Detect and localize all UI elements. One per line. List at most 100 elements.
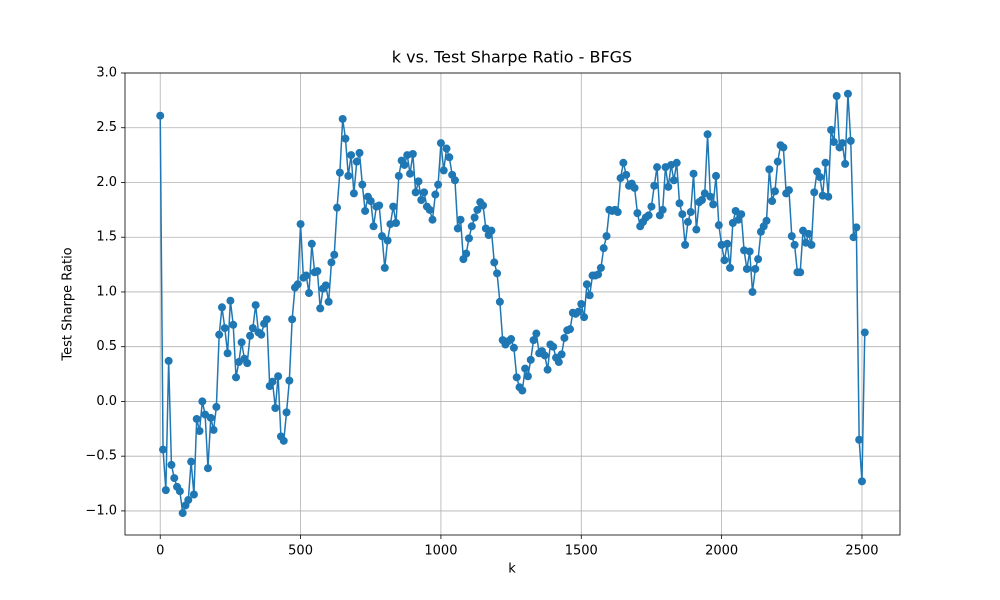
y-tick-label: 1.5 [96, 230, 117, 245]
data-point [532, 329, 541, 338]
data-point [647, 202, 656, 211]
data-point [456, 215, 465, 224]
data-point [824, 192, 833, 201]
data-point [383, 236, 392, 245]
data-point [406, 169, 415, 178]
data-point [644, 211, 653, 220]
data-point [633, 209, 642, 218]
data-point [333, 203, 342, 212]
data-point [288, 315, 297, 324]
data-point [594, 270, 603, 279]
data-point [302, 271, 311, 280]
data-point [745, 247, 754, 256]
data-point [282, 408, 291, 417]
data-point [714, 221, 723, 230]
data-point [754, 255, 763, 264]
data-point [768, 197, 777, 206]
data-point [355, 148, 364, 157]
data-point [392, 218, 401, 227]
data-point [369, 222, 378, 231]
data-point [748, 287, 757, 296]
data-point [683, 217, 692, 226]
data-point [453, 224, 462, 233]
data-point [697, 195, 706, 204]
data-point [341, 134, 350, 143]
data-point [650, 181, 659, 190]
data-point [585, 291, 594, 300]
data-point [285, 376, 294, 385]
y-tick-label: 3.0 [96, 66, 117, 81]
data-point [187, 457, 196, 466]
data-point [737, 210, 746, 219]
data-point [773, 157, 782, 166]
data-point [706, 192, 715, 201]
data-point [857, 477, 866, 486]
data-point [389, 202, 398, 211]
y-tick-label: 1.0 [96, 284, 117, 299]
data-point [765, 165, 774, 174]
data-point [358, 180, 367, 189]
data-point [366, 197, 375, 206]
data-point [602, 232, 611, 241]
data-point [445, 153, 454, 162]
data-line [159, 93, 866, 514]
data-point [442, 144, 451, 153]
data-point [164, 356, 173, 365]
data-point [543, 365, 552, 374]
data-point [237, 338, 246, 347]
y-tick-label: 0.5 [96, 339, 117, 354]
data-point [380, 263, 389, 272]
data-point [408, 150, 417, 159]
data-point [192, 414, 201, 423]
data-point [232, 373, 241, 382]
data-point [414, 177, 423, 186]
data-point [206, 413, 215, 422]
data-point [827, 125, 836, 134]
data-point [215, 330, 224, 339]
data-point [217, 303, 226, 312]
y-tick-label: −0.5 [85, 449, 117, 464]
data-point [712, 171, 721, 180]
data-point [678, 210, 687, 219]
data-point [490, 258, 499, 267]
data-point [321, 281, 330, 290]
x-tick-label: 1500 [565, 544, 598, 559]
data-point [411, 188, 420, 197]
x-tick-label: 500 [288, 544, 313, 559]
data-point [829, 137, 838, 146]
data-point [436, 139, 445, 148]
data-point [521, 364, 530, 373]
data-point [274, 372, 283, 381]
data-point [324, 297, 333, 306]
data-point [316, 304, 325, 313]
data-point [361, 206, 370, 215]
data-point [251, 301, 260, 310]
data-point [184, 495, 193, 504]
data-point [653, 163, 662, 172]
data-point [198, 397, 207, 406]
data-point [846, 136, 855, 145]
data-point [726, 263, 735, 272]
data-point [692, 225, 701, 234]
y-axis-label: Test Sharpe Ratio [61, 247, 76, 361]
data-point [849, 233, 858, 242]
data-point [487, 226, 496, 235]
data-point [619, 158, 628, 167]
data-point [549, 342, 558, 351]
data-point [689, 169, 698, 178]
data-point [622, 170, 631, 179]
data-point [479, 201, 488, 210]
data-point [349, 189, 358, 198]
data-point [779, 143, 788, 152]
data-point [434, 180, 443, 189]
data-point [293, 280, 302, 289]
data-point [762, 216, 771, 225]
data-point [580, 313, 589, 322]
plot-frame [124, 72, 901, 536]
x-tick-label: 2500 [845, 544, 878, 559]
data-point [599, 244, 608, 253]
data-point [304, 289, 313, 298]
data-point [467, 222, 476, 231]
data-point [807, 240, 816, 249]
